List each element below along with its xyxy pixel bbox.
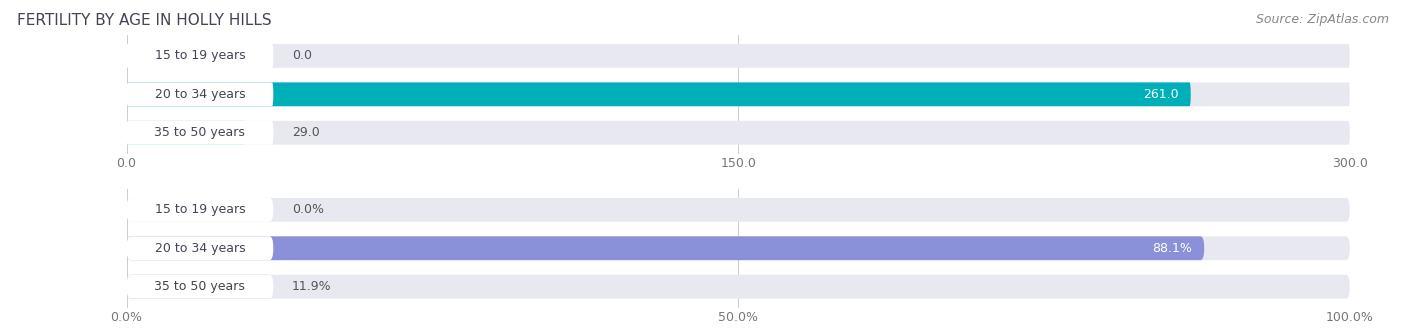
- FancyBboxPatch shape: [127, 121, 1350, 145]
- FancyBboxPatch shape: [127, 198, 273, 222]
- Text: 11.9%: 11.9%: [291, 280, 332, 293]
- FancyBboxPatch shape: [127, 275, 273, 299]
- FancyBboxPatch shape: [127, 82, 1350, 106]
- FancyBboxPatch shape: [127, 44, 273, 68]
- FancyBboxPatch shape: [127, 198, 1350, 222]
- Text: 29.0: 29.0: [291, 126, 319, 139]
- Text: 261.0: 261.0: [1143, 88, 1178, 101]
- Text: FERTILITY BY AGE IN HOLLY HILLS: FERTILITY BY AGE IN HOLLY HILLS: [17, 13, 271, 28]
- Text: 88.1%: 88.1%: [1152, 242, 1192, 255]
- FancyBboxPatch shape: [127, 82, 1191, 106]
- Text: 35 to 50 years: 35 to 50 years: [155, 126, 246, 139]
- FancyBboxPatch shape: [127, 275, 1350, 299]
- Text: 15 to 19 years: 15 to 19 years: [155, 203, 245, 216]
- FancyBboxPatch shape: [127, 236, 273, 260]
- Text: 0.0%: 0.0%: [291, 203, 323, 216]
- FancyBboxPatch shape: [127, 121, 273, 145]
- FancyBboxPatch shape: [127, 275, 273, 299]
- FancyBboxPatch shape: [127, 236, 1350, 260]
- FancyBboxPatch shape: [127, 82, 273, 106]
- Text: 35 to 50 years: 35 to 50 years: [155, 280, 246, 293]
- FancyBboxPatch shape: [127, 44, 1350, 68]
- FancyBboxPatch shape: [127, 121, 245, 145]
- Text: Source: ZipAtlas.com: Source: ZipAtlas.com: [1256, 13, 1389, 26]
- Text: 20 to 34 years: 20 to 34 years: [155, 242, 245, 255]
- Text: 0.0: 0.0: [291, 49, 312, 63]
- FancyBboxPatch shape: [127, 236, 1204, 260]
- Text: 15 to 19 years: 15 to 19 years: [155, 49, 245, 63]
- Text: 20 to 34 years: 20 to 34 years: [155, 88, 245, 101]
